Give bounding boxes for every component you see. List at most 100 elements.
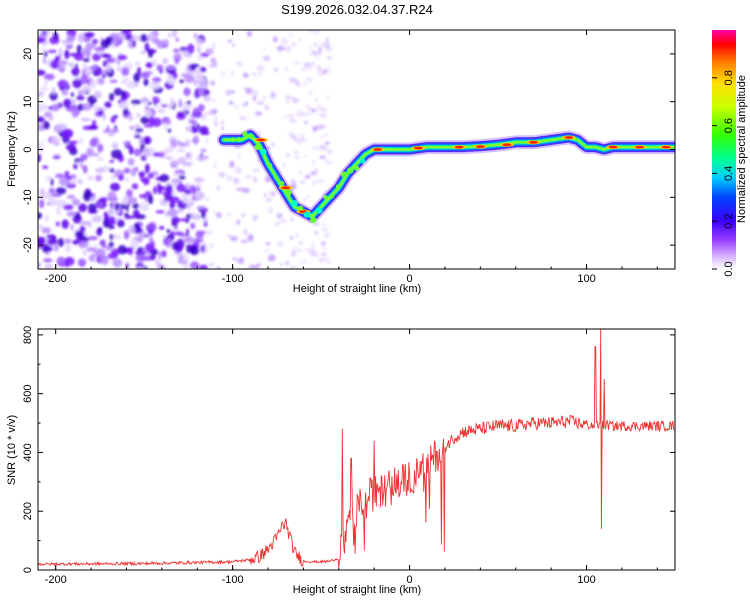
noise-blob bbox=[168, 77, 176, 85]
noise-blob bbox=[147, 101, 152, 105]
noise-blob bbox=[96, 157, 104, 161]
noise-blob bbox=[315, 56, 320, 59]
noise-blob bbox=[66, 30, 77, 37]
noise-blob bbox=[203, 221, 208, 228]
noise-blob bbox=[312, 171, 316, 175]
noise-blob bbox=[235, 60, 244, 67]
noise-blob bbox=[143, 124, 154, 128]
noise-blob bbox=[295, 138, 299, 142]
noise-blob bbox=[71, 66, 80, 77]
noise-blob bbox=[101, 242, 106, 249]
noise-blob bbox=[258, 71, 263, 77]
noise-blob bbox=[145, 242, 155, 252]
noise-blob bbox=[327, 161, 332, 165]
noise-blob bbox=[153, 105, 160, 109]
noise-blob bbox=[76, 44, 82, 55]
noise-blob bbox=[316, 179, 325, 184]
noise-blob bbox=[107, 216, 116, 225]
noise-blob bbox=[101, 74, 106, 78]
noise-blob bbox=[140, 72, 150, 79]
colorbar-tick-label: 0.6 bbox=[723, 118, 735, 133]
noise-blob bbox=[38, 212, 43, 219]
noise-blob bbox=[82, 103, 92, 111]
noise-blob bbox=[111, 142, 119, 149]
noise-blob bbox=[64, 256, 75, 266]
noise-blob bbox=[39, 198, 45, 209]
noise-blob bbox=[182, 161, 193, 167]
snr-x-tick-label: 100 bbox=[577, 574, 595, 586]
noise-blob bbox=[237, 219, 241, 225]
colorbar: 0.0 0.2 0.4 0.6 0.8 Normalized spectral ampl… bbox=[712, 30, 748, 277]
noise-blob bbox=[63, 98, 72, 108]
noise-blob bbox=[160, 44, 168, 48]
noise-blob bbox=[113, 114, 118, 119]
noise-blob bbox=[317, 72, 326, 77]
noise-blob bbox=[131, 183, 139, 190]
noise-blob bbox=[171, 216, 180, 225]
noise-blob bbox=[135, 166, 139, 172]
noise-blob bbox=[61, 90, 69, 96]
noise-blob bbox=[133, 124, 141, 130]
noise-blob bbox=[324, 132, 328, 138]
noise-blob bbox=[241, 212, 246, 218]
noise-blob bbox=[225, 89, 232, 96]
noise-blob bbox=[276, 241, 284, 247]
noise-blob bbox=[129, 126, 134, 130]
noise-blob bbox=[296, 134, 302, 137]
ridge-blob bbox=[329, 194, 334, 199]
noise-blob bbox=[116, 67, 122, 72]
ridge-hotspot-core bbox=[454, 145, 464, 149]
noise-blob bbox=[190, 222, 196, 230]
noise-blob bbox=[38, 236, 46, 245]
noise-blob bbox=[317, 67, 322, 73]
noise-blob bbox=[162, 234, 166, 240]
noise-blob bbox=[290, 265, 297, 269]
snr-x-tick-label: -200 bbox=[45, 574, 67, 586]
noise-blob bbox=[173, 72, 178, 80]
noise-blob bbox=[41, 139, 46, 143]
noise-blob bbox=[47, 115, 54, 121]
noise-blob bbox=[312, 180, 317, 186]
noise-blob bbox=[66, 34, 75, 43]
noise-blob bbox=[113, 87, 123, 96]
spectrogram-x-tick-label: 100 bbox=[577, 273, 595, 285]
noise-blob bbox=[132, 209, 140, 219]
noise-blob bbox=[41, 47, 46, 53]
noise-blob bbox=[123, 167, 131, 174]
noise-blob bbox=[273, 36, 278, 43]
noise-blob bbox=[301, 112, 309, 117]
spectrogram-y-ticks: -20 -10 0 10 20 bbox=[22, 48, 675, 253]
noise-blob bbox=[204, 155, 209, 159]
noise-blob bbox=[274, 67, 279, 73]
noise-blob bbox=[65, 143, 76, 151]
noise-blob bbox=[311, 61, 316, 66]
noise-blob bbox=[126, 196, 138, 204]
noise-blob bbox=[252, 214, 259, 222]
noise-blob bbox=[130, 167, 137, 177]
noise-blob bbox=[108, 208, 113, 214]
noise-blob bbox=[294, 78, 299, 85]
noise-blob bbox=[118, 154, 122, 160]
noise-blob bbox=[72, 176, 78, 183]
noise-blob bbox=[56, 199, 67, 208]
noise-blob bbox=[166, 228, 171, 234]
noise-blob bbox=[306, 196, 311, 199]
noise-blob bbox=[308, 46, 312, 50]
noise-blob bbox=[165, 121, 172, 125]
noise-blob bbox=[285, 260, 290, 266]
noise-blob bbox=[76, 95, 85, 101]
noise-blob bbox=[267, 206, 274, 215]
noise-blob bbox=[109, 233, 114, 241]
noise-blob bbox=[282, 162, 286, 168]
snr-y-tick-label: 0 bbox=[22, 567, 34, 573]
noise-blob bbox=[198, 264, 209, 269]
noise-blob bbox=[138, 136, 145, 146]
noise-blob bbox=[155, 210, 165, 214]
noise-blob bbox=[290, 217, 294, 222]
noise-blob bbox=[189, 185, 195, 192]
noise-blob bbox=[140, 116, 149, 125]
noise-blob bbox=[208, 62, 216, 69]
noise-blob bbox=[167, 208, 178, 217]
noise-blob bbox=[213, 210, 217, 214]
